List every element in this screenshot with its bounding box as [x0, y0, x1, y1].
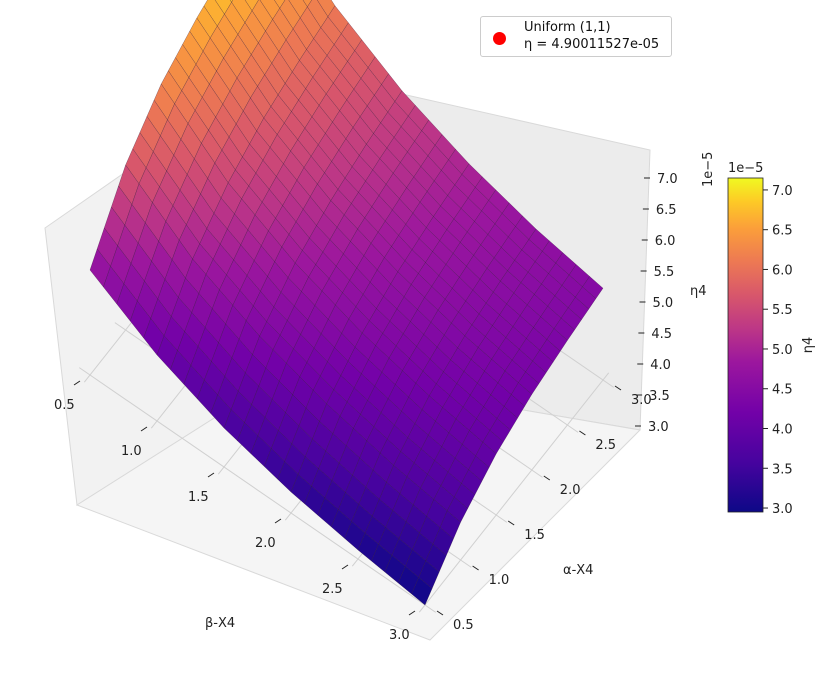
z-tick-label: 4.5 — [651, 327, 672, 342]
z-tick-label: 3.5 — [649, 389, 670, 404]
legend: Uniform (1,1) η = 4.90011527e-05 — [480, 16, 672, 57]
colorbar-tick-label: 6.0 — [772, 263, 793, 278]
axes: 0.51.01.52.02.53.00.51.01.52.02.53.03.03… — [54, 172, 678, 643]
surface-cell — [411, 577, 433, 606]
colorbar-tick-label: 6.5 — [772, 224, 793, 239]
surface-mesh — [89, 0, 604, 606]
x-axis-label: β-X4 — [205, 616, 235, 631]
legend-marker — [493, 32, 506, 45]
colorbar-tick-label: 3.5 — [772, 462, 793, 477]
y-tick-mark — [472, 565, 479, 571]
surface-cell — [302, 0, 313, 8]
legend-line2: η = 4.90011527e-05 — [524, 37, 660, 52]
y-tick-label: 2.0 — [560, 483, 581, 498]
z-tick-label: 5.0 — [653, 296, 674, 311]
colorbar-tick-label: 5.5 — [772, 303, 793, 318]
colorbar-tick-label: 3.0 — [772, 502, 793, 517]
grid-line — [78, 367, 437, 613]
y-tick-label: 1.0 — [489, 573, 510, 588]
surface-cell — [229, 0, 234, 3]
z-axis-offset: 1e−5 — [701, 152, 716, 187]
colorbar-tick-label: 5.0 — [772, 343, 793, 358]
y-tick-mark — [507, 520, 515, 526]
y-tick-label: 2.5 — [595, 438, 616, 453]
y-tick-mark — [614, 385, 622, 391]
y-tick-mark — [543, 475, 551, 481]
x-tick-label: 2.5 — [322, 582, 343, 597]
z-tick-label: 4.0 — [650, 358, 671, 373]
z-tick-label: 3.0 — [648, 420, 669, 435]
colorbar-offset: 1e−5 — [728, 161, 763, 176]
y-tick-mark — [579, 430, 586, 436]
z-tick-label: 7.0 — [657, 172, 678, 187]
x-tick-label: 1.0 — [121, 444, 142, 459]
x-tick-mark — [73, 380, 81, 386]
y-tick-mark — [436, 610, 444, 616]
x-tick-mark — [140, 426, 148, 432]
z-tick-label: 6.0 — [655, 234, 676, 249]
colorbar — [727, 177, 764, 513]
x-tick-mark — [408, 610, 416, 616]
legend-line1: Uniform (1,1) — [524, 20, 611, 35]
x-tick-label: 0.5 — [54, 398, 75, 413]
colorbar-label: η4 — [801, 337, 816, 354]
y-tick-label: 3.0 — [631, 393, 652, 408]
z-tick-label: 6.5 — [656, 203, 677, 218]
colorbar-tick-label: 7.0 — [772, 184, 793, 199]
colorbar-tick-label: 4.0 — [772, 423, 793, 438]
x-tick-mark — [207, 472, 215, 478]
x-tick-mark — [341, 564, 349, 570]
y-tick-label: 1.5 — [524, 528, 545, 543]
y-tick-label: 0.5 — [453, 618, 474, 633]
z-axis-label: η4 — [690, 284, 707, 299]
x-tick-mark — [274, 518, 282, 524]
colorbar-ticks: 3.0 3.5 4.0 4.5 5.0 5.5 6.0 6.5 7.0 — [763, 184, 793, 517]
x-tick-label: 3.0 — [389, 628, 410, 643]
z-tick-label: 5.5 — [654, 265, 675, 280]
grid-line — [418, 372, 610, 613]
y-axis-label: α-X4 — [563, 563, 593, 578]
colorbar-tick-label: 4.5 — [772, 383, 793, 398]
x-tick-label: 2.0 — [255, 536, 276, 551]
x-tick-label: 1.5 — [188, 490, 209, 505]
